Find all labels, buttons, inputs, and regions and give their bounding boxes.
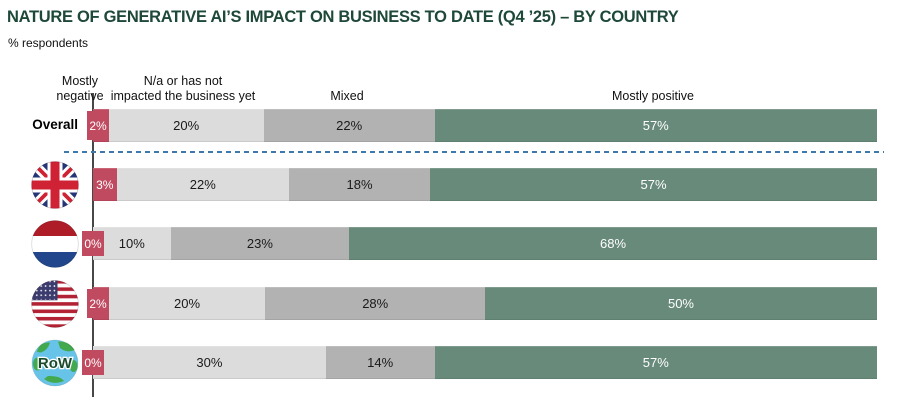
column-header-mostly-negative: Mostly negative (56, 74, 104, 103)
segment-n-a-or-has-not-impacted-the-business-yet-overall: 20% (108, 109, 264, 142)
segment-mostly-positive-row: 57% (434, 346, 877, 379)
segment-mostly-negative-uk: 3% (93, 168, 117, 201)
bar-row-uk: 3% 22% 18% 57% (93, 168, 877, 201)
segment-mostly-negative-overall: 2% (87, 109, 109, 142)
column-header-n-a-or-has-not-impacted-the-business-yet: N/a or has not impacted the business yet (110, 74, 256, 103)
bar-row-overall: 2% 20% 22% 57% (87, 109, 877, 142)
row-globe-label: RoW (38, 355, 73, 372)
segment-mixed-overall: 22% (263, 109, 435, 142)
chart-subtitle: % respondents (8, 36, 89, 50)
segment-mostly-positive-overall: 57% (434, 109, 877, 142)
segment-mostly-positive-uk: 57% (430, 168, 877, 201)
bar-row-row: 0% 30% 14% 57% (82, 346, 877, 379)
column-header-mostly-positive: Mostly positive (612, 89, 694, 103)
segment-mixed-netherlands: 23% (170, 227, 350, 260)
segment-value-chip-row: 0% (82, 350, 104, 375)
bar-row-us: 2% 20% 28% 50% (87, 287, 877, 320)
segment-value-chip-netherlands: 0% (82, 231, 104, 256)
uk-flag-icon (31, 160, 79, 209)
segment-mostly-positive-us: 50% (484, 287, 877, 320)
segment-value-chip-overall: 2% (87, 111, 109, 140)
segment-n-a-or-has-not-impacted-the-business-yet-us: 20% (108, 287, 266, 320)
segment-mixed-uk: 18% (288, 168, 431, 201)
segment-n-a-or-has-not-impacted-the-business-yet-row: 30% (93, 346, 326, 379)
overall-divider-dashed-line (64, 151, 884, 153)
segment-mixed-row: 14% (325, 346, 435, 379)
us-flag-icon (31, 279, 79, 328)
column-header-mixed: Mixed (330, 89, 364, 103)
segment-value-chip-us: 2% (87, 289, 109, 318)
segment-n-a-or-has-not-impacted-the-business-yet-netherlands: 10% (93, 227, 171, 260)
row-globe-icon: RoW (31, 339, 79, 387)
segment-mixed-us: 28% (265, 287, 485, 320)
segment-mostly-negative-us: 2% (87, 287, 109, 320)
bar-row-netherlands: 0% 10% 23% 68% (82, 227, 877, 260)
row-label-overall: Overall (32, 117, 78, 132)
segment-mostly-positive-netherlands: 68% (349, 227, 877, 260)
netherlands-flag-icon (31, 219, 79, 268)
segment-n-a-or-has-not-impacted-the-business-yet-uk: 22% (116, 168, 289, 201)
page-title: NATURE OF GENERATIVE AI’S IMPACT ON BUSI… (7, 8, 679, 26)
